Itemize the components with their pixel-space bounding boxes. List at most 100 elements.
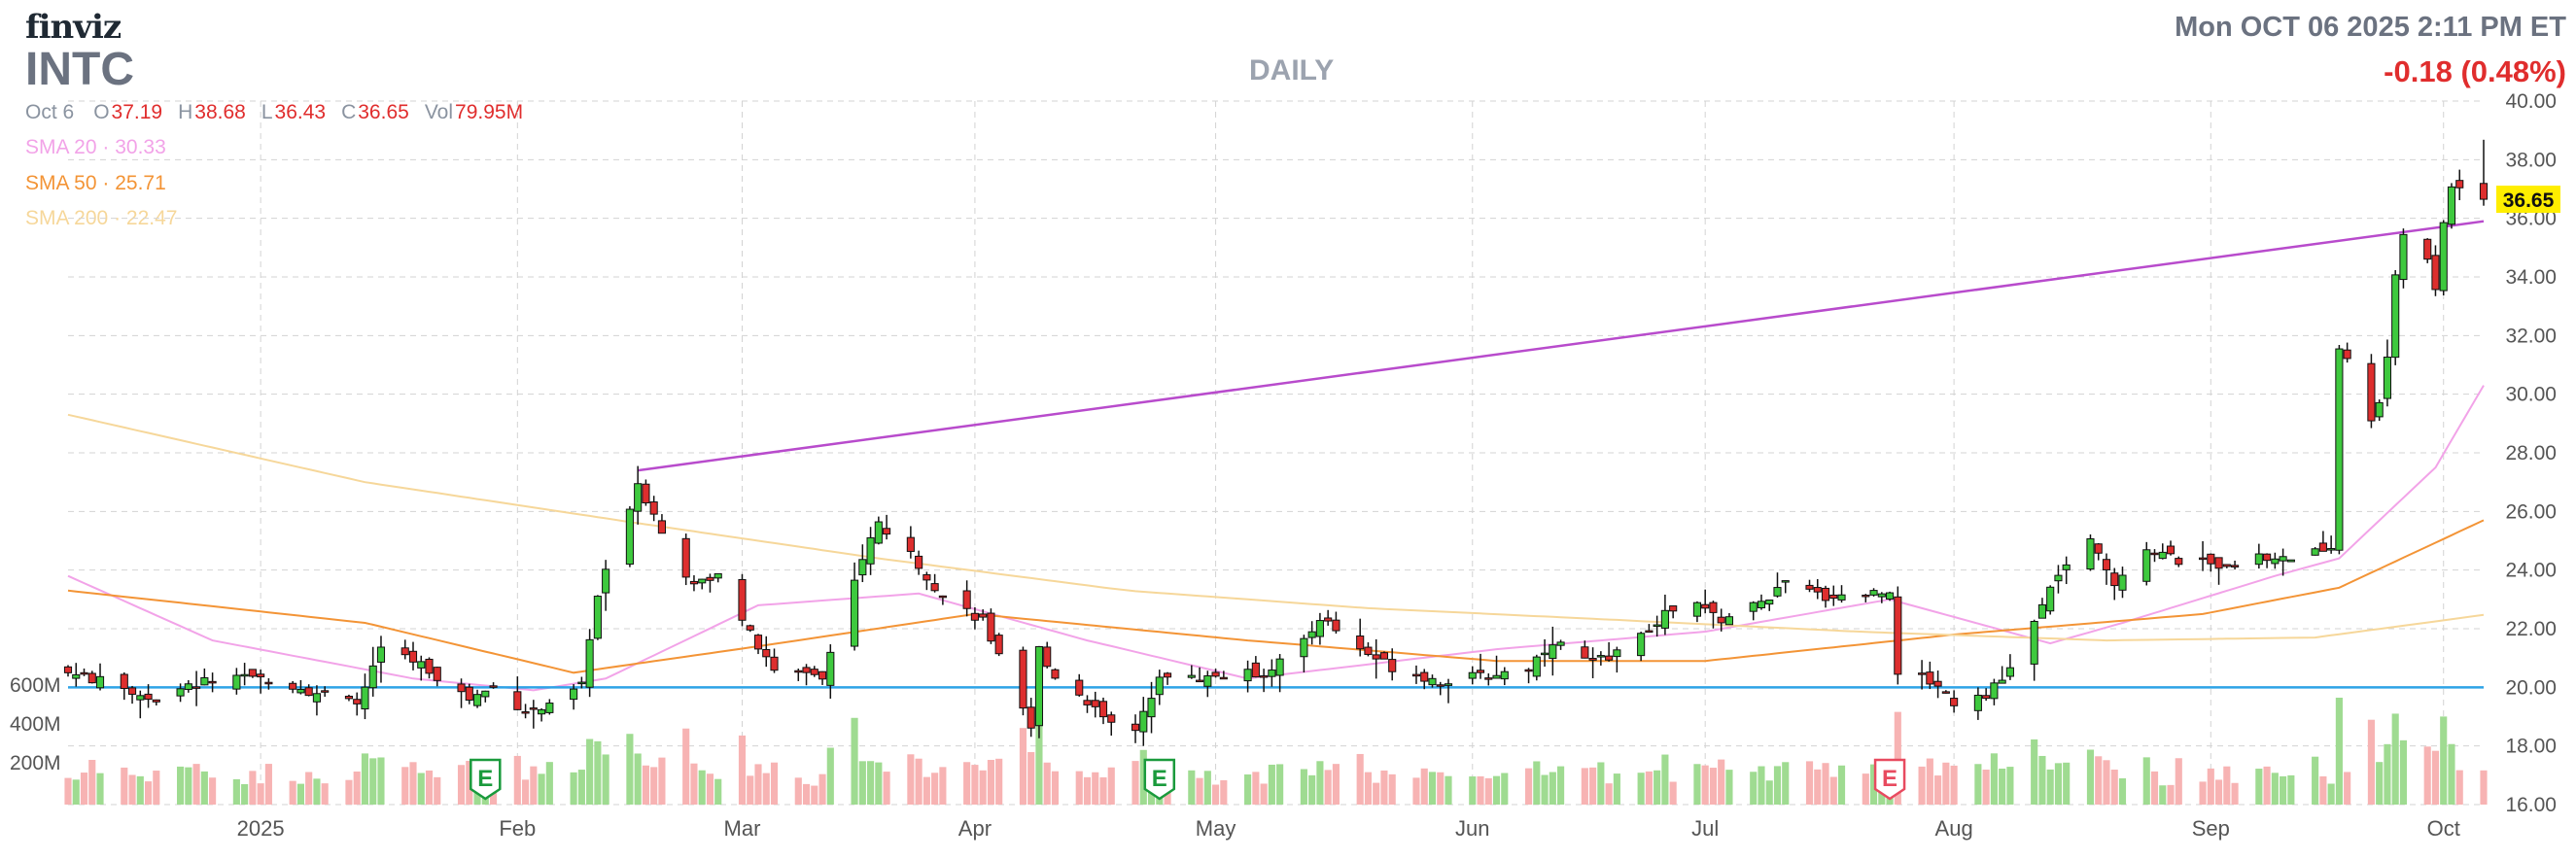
candle [368, 646, 377, 697]
earnings-badge [1143, 758, 1176, 801]
price-tick-label: 22.00 [2505, 618, 2557, 640]
candle [979, 609, 988, 621]
candle-body [826, 651, 835, 686]
volume-bar [770, 762, 779, 805]
candle [770, 648, 779, 673]
candle [1805, 579, 1814, 593]
volume-bar [1805, 761, 1814, 805]
candle-body [1829, 594, 1838, 600]
candle [1605, 641, 1614, 662]
candle-body [2118, 574, 2127, 591]
candle-body [1027, 706, 1035, 729]
candle-body [2030, 620, 2038, 665]
candle-body [433, 667, 441, 681]
candle [257, 670, 265, 694]
candle [1324, 609, 1333, 626]
earnings-badge [1873, 758, 1906, 801]
volume-bar [939, 767, 947, 805]
candle-body [1388, 659, 1397, 672]
date-tick-label: Feb [499, 816, 536, 841]
candle-body [922, 573, 931, 581]
volume-bar [2110, 770, 2118, 805]
candle-body [2214, 557, 2223, 569]
volume-bar [626, 734, 634, 805]
volume-bar [434, 776, 441, 805]
sma20-label: SMA 20 [25, 136, 97, 158]
candle-body [1660, 609, 1669, 629]
high-value: 38.68 [194, 101, 246, 123]
earnings-marker: E [1873, 758, 1906, 801]
candle-body [1315, 620, 1324, 637]
candle [1813, 578, 1822, 600]
candle-body [2286, 559, 2295, 563]
volume-bar [2431, 750, 2440, 805]
candle [2286, 559, 2295, 563]
candle-body [1444, 683, 1453, 686]
candle-body [136, 695, 145, 701]
candle-body [1107, 714, 1116, 723]
volume-bar [2263, 766, 2271, 805]
candle-body [2343, 349, 2351, 360]
candle-body [1476, 670, 1485, 673]
candle-body [529, 707, 538, 710]
volume-bar [185, 767, 192, 805]
candle [689, 575, 699, 592]
volume-bar [128, 774, 136, 805]
volume-bar [538, 773, 545, 805]
candle [577, 676, 586, 689]
candle-body [1260, 675, 1269, 678]
candle [1701, 589, 1710, 614]
finviz-logo[interactable]: finviz [25, 8, 122, 47]
volume-tick-label: 600M [10, 674, 61, 697]
candle [2327, 535, 2336, 554]
candle [1260, 669, 1269, 693]
candle-body [1645, 630, 1654, 634]
candle-body [1051, 669, 1060, 679]
candle [2054, 565, 2063, 594]
volume-bar [594, 740, 602, 805]
volume-bar [177, 766, 185, 805]
candle-body [1605, 655, 1614, 661]
candle [208, 672, 217, 693]
candle [1717, 608, 1725, 632]
sma20-line [67, 385, 2485, 692]
candle-body [2335, 348, 2344, 551]
candle [1315, 612, 1324, 645]
candle-body [176, 688, 185, 697]
candle [1468, 666, 1477, 685]
date-tick-label: Sep [2192, 816, 2230, 841]
volume-bar [690, 763, 698, 805]
candle [1211, 669, 1220, 678]
volume-bar [409, 762, 417, 805]
candle-body [585, 638, 594, 688]
candle [1155, 670, 1164, 705]
volume-bar [1782, 762, 1790, 805]
candle-body [657, 520, 666, 534]
candle-body [312, 693, 321, 703]
candle [1107, 711, 1116, 737]
candle [2086, 533, 2095, 571]
candle [1669, 605, 1678, 619]
volume-bar [1260, 783, 1268, 805]
candle-body [994, 635, 1003, 655]
candle-body [2158, 551, 2167, 560]
volume-bar [714, 778, 722, 805]
candle-body [1869, 590, 1878, 596]
volume-bar [1661, 754, 1669, 805]
candle [1034, 645, 1044, 739]
candle [2118, 567, 2127, 599]
volume-bar [1934, 775, 1942, 805]
candle-body [1019, 649, 1027, 709]
candle [922, 571, 931, 591]
price-tick-label: 18.00 [2505, 736, 2557, 758]
volume-bar [1645, 771, 1653, 805]
volume-bar [1693, 764, 1701, 805]
candle-body [810, 669, 818, 675]
volume-bar [915, 758, 922, 805]
volume-bar [2448, 743, 2455, 805]
volume-bar [1894, 711, 1901, 805]
volume-bar [192, 764, 200, 805]
candle [1332, 611, 1340, 635]
candle [264, 678, 273, 690]
